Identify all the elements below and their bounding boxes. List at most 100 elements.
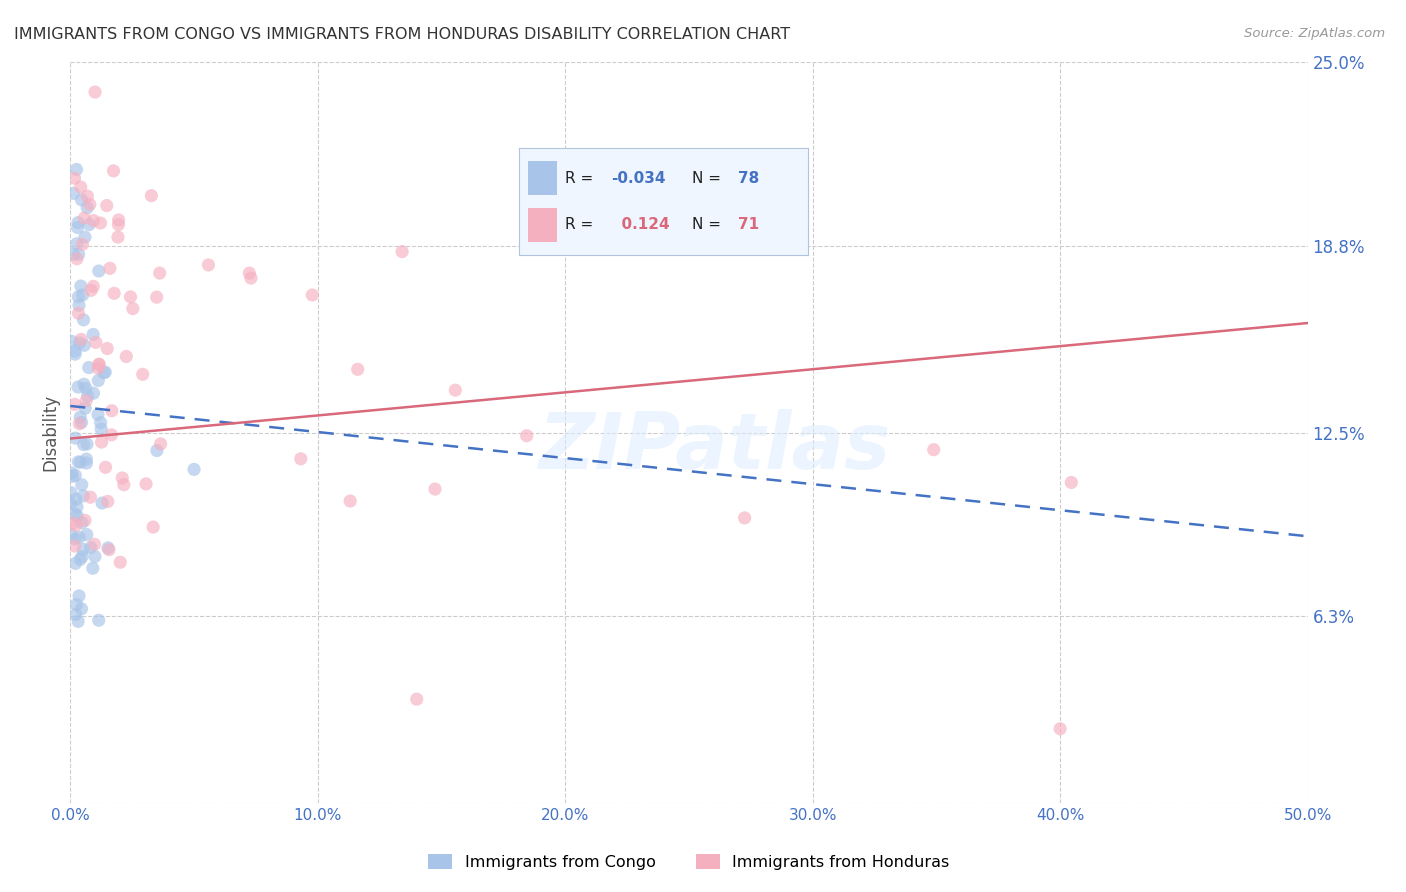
Point	[65, 598, 87, 612]
Point	[84, 335, 107, 350]
Point	[87, 357, 110, 371]
Point	[63, 539, 86, 553]
Point	[90, 416, 112, 430]
Point	[423, 482, 446, 496]
Point	[69, 552, 91, 566]
Point	[75, 401, 97, 416]
Point	[579, 159, 602, 173]
Point	[80, 283, 103, 297]
Point	[197, 258, 219, 272]
Point	[93, 366, 115, 380]
Point	[66, 236, 89, 251]
Point	[65, 162, 87, 177]
Point	[98, 261, 121, 276]
Text: N =: N =	[692, 170, 725, 186]
Point	[79, 541, 101, 555]
Point	[90, 422, 112, 436]
Point	[67, 380, 90, 394]
Point	[70, 193, 93, 207]
Point	[73, 211, 96, 226]
Point	[67, 247, 90, 261]
Point	[65, 607, 87, 622]
Point	[69, 279, 91, 293]
Point	[67, 615, 90, 629]
Point	[83, 537, 105, 551]
Point	[66, 216, 89, 230]
Point	[121, 301, 143, 316]
Point	[516, 429, 538, 443]
Point	[346, 362, 368, 376]
Point	[405, 692, 427, 706]
Bar	[527, 208, 557, 242]
Point	[60, 485, 83, 500]
Legend: Immigrants from Congo, Immigrants from Honduras: Immigrants from Congo, Immigrants from H…	[422, 848, 956, 876]
Point	[72, 313, 94, 327]
Point	[82, 279, 104, 293]
Point	[67, 589, 90, 603]
Point	[922, 442, 945, 457]
Point	[72, 288, 94, 302]
Point	[90, 435, 112, 450]
Point	[89, 216, 111, 230]
Point	[73, 338, 96, 352]
Point	[69, 335, 91, 350]
Point	[1049, 722, 1071, 736]
Point	[82, 327, 104, 342]
Point	[79, 197, 101, 211]
Text: R =: R =	[565, 170, 599, 186]
Point	[60, 334, 83, 349]
Point	[76, 189, 98, 203]
Point	[67, 417, 90, 431]
Point	[63, 171, 86, 186]
Point	[75, 393, 97, 408]
Point	[75, 382, 97, 396]
Bar	[527, 161, 557, 195]
Point	[149, 266, 172, 280]
Point	[66, 252, 89, 266]
Point	[734, 511, 756, 525]
Point	[87, 374, 110, 388]
Point	[75, 456, 97, 470]
Text: Source: ZipAtlas.com: Source: ZipAtlas.com	[1244, 27, 1385, 40]
Point	[69, 455, 91, 469]
Point	[70, 516, 93, 530]
Point	[87, 264, 110, 278]
Point	[131, 368, 153, 382]
Point	[101, 403, 124, 417]
Point	[444, 383, 467, 397]
Point	[290, 451, 312, 466]
Y-axis label: Disability: Disability	[41, 394, 59, 471]
Point	[111, 471, 134, 485]
Point	[73, 513, 96, 527]
Point	[96, 342, 118, 356]
Point	[97, 541, 120, 555]
Text: 78: 78	[738, 170, 759, 186]
Text: -0.034: -0.034	[612, 170, 666, 186]
Point	[70, 333, 93, 347]
Point	[65, 431, 87, 445]
Point	[135, 476, 157, 491]
Point	[107, 213, 129, 227]
Point	[97, 494, 120, 508]
Point	[70, 549, 93, 564]
Point	[70, 416, 93, 430]
Point	[63, 532, 86, 546]
Text: ZIPatlas: ZIPatlas	[537, 409, 890, 485]
Point	[63, 397, 86, 411]
Point	[62, 247, 84, 261]
Point	[142, 520, 165, 534]
Text: 71: 71	[738, 218, 759, 233]
Point	[66, 500, 89, 514]
Point	[110, 555, 132, 569]
Point	[149, 437, 172, 451]
Point	[67, 306, 90, 320]
Point	[183, 462, 205, 476]
Point	[62, 469, 84, 483]
Point	[67, 531, 90, 545]
Point	[63, 344, 86, 359]
Point	[145, 290, 167, 304]
Point	[62, 186, 84, 201]
Text: N =: N =	[692, 218, 725, 233]
Point	[76, 527, 98, 541]
Point	[87, 613, 110, 627]
